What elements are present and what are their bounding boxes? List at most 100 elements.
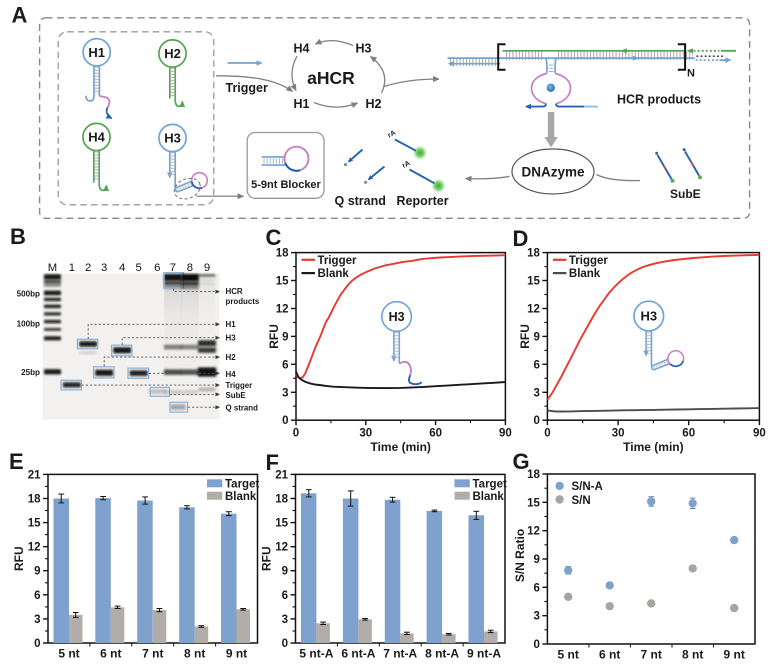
svg-text:Blank: Blank (225, 491, 257, 503)
svg-text:9: 9 (282, 566, 288, 578)
svg-text:60: 60 (682, 428, 695, 440)
svg-text:F: F (266, 450, 279, 475)
svg-text:3: 3 (533, 611, 539, 623)
svg-text:H3: H3 (164, 131, 181, 146)
svg-text:3: 3 (533, 387, 539, 399)
svg-text:25bp: 25bp (21, 368, 40, 377)
svg-text:0: 0 (533, 639, 539, 651)
svg-text:2: 2 (85, 262, 91, 274)
svg-text:H4: H4 (294, 42, 310, 56)
svg-text:H2: H2 (226, 353, 237, 362)
svg-text:Trigger: Trigger (318, 255, 358, 267)
svg-text:5: 5 (136, 262, 142, 274)
svg-text:3: 3 (282, 614, 288, 626)
svg-text:90: 90 (753, 428, 766, 440)
svg-text:7 nt: 7 nt (641, 648, 662, 662)
svg-text:C: C (266, 225, 282, 250)
svg-text:B: B (10, 224, 26, 249)
svg-text:60: 60 (429, 428, 442, 440)
svg-text:9: 9 (282, 331, 288, 343)
svg-text:0: 0 (533, 415, 539, 427)
svg-text:6 nt: 6 nt (599, 648, 620, 662)
svg-text:18: 18 (275, 494, 288, 506)
svg-text:12: 12 (527, 304, 540, 316)
svg-text:G: G (513, 449, 530, 474)
svg-text:SubE: SubE (226, 391, 246, 400)
svg-text:18: 18 (527, 248, 540, 260)
svg-text:5 nt: 5 nt (58, 647, 79, 661)
svg-text:0: 0 (282, 638, 288, 650)
svg-text:H1: H1 (88, 45, 105, 60)
svg-text:5-9nt Blocker: 5-9nt Blocker (251, 179, 321, 191)
svg-text:H4: H4 (88, 130, 105, 145)
svg-text:Reporter: Reporter (397, 194, 449, 208)
svg-text:RFU: RFU (260, 546, 274, 571)
svg-text:100bp: 100bp (17, 320, 40, 329)
svg-text:H3: H3 (356, 42, 372, 56)
svg-text:3: 3 (282, 387, 288, 399)
svg-text:S/N-A: S/N-A (572, 481, 603, 493)
svg-text:5 nt-A: 5 nt-A (299, 647, 333, 661)
svg-text:15: 15 (275, 518, 288, 530)
svg-text:products: products (226, 297, 260, 306)
svg-text:7 nt: 7 nt (142, 647, 163, 661)
svg-text:9: 9 (34, 566, 40, 578)
svg-text:9 nt-A: 9 nt-A (467, 647, 501, 661)
svg-text:Time (min): Time (min) (623, 440, 683, 454)
svg-text:5 nt: 5 nt (558, 648, 579, 662)
svg-text:S/N Ratio: S/N Ratio (513, 529, 527, 582)
svg-text:Q strand: Q strand (226, 403, 259, 412)
svg-text:21: 21 (275, 469, 288, 481)
svg-text:E: E (9, 449, 24, 474)
svg-text:7: 7 (170, 262, 176, 274)
svg-text:Blank: Blank (318, 268, 350, 280)
svg-text:8 nt: 8 nt (682, 648, 703, 662)
svg-text:500bp: 500bp (17, 289, 40, 298)
svg-text:H3: H3 (226, 334, 237, 343)
svg-text:12: 12 (527, 526, 540, 538)
svg-text:18: 18 (276, 248, 289, 260)
svg-text:6: 6 (154, 262, 160, 274)
svg-text:12: 12 (275, 542, 288, 554)
svg-text:12: 12 (276, 304, 289, 316)
svg-text:H4: H4 (226, 370, 237, 379)
svg-text:3: 3 (34, 614, 40, 626)
svg-text:1: 1 (69, 262, 75, 274)
svg-text:aHCR: aHCR (307, 68, 355, 88)
svg-text:H2: H2 (366, 97, 382, 111)
svg-text:30: 30 (612, 428, 625, 440)
svg-text:Trigger: Trigger (226, 381, 253, 390)
svg-text:RFU: RFU (267, 324, 281, 349)
svg-text:RFU: RFU (12, 546, 26, 571)
svg-text:0: 0 (544, 428, 550, 440)
svg-text:6: 6 (533, 582, 539, 594)
svg-text:A: A (12, 2, 28, 27)
svg-text:9: 9 (533, 554, 539, 566)
svg-text:9: 9 (204, 262, 210, 274)
svg-text:S/N: S/N (572, 495, 591, 507)
svg-text:21: 21 (28, 469, 41, 481)
svg-text:H1: H1 (294, 97, 310, 111)
svg-text:6: 6 (34, 590, 40, 602)
svg-text:90: 90 (499, 428, 512, 440)
svg-text:0: 0 (293, 428, 299, 440)
svg-text:15: 15 (276, 276, 289, 288)
svg-text:15: 15 (28, 518, 41, 530)
svg-text:HCR: HCR (226, 287, 243, 296)
svg-text:DNAzyme: DNAzyme (521, 165, 585, 180)
svg-text:6: 6 (282, 590, 288, 602)
svg-text:H2: H2 (164, 46, 181, 61)
svg-text:H3: H3 (640, 309, 657, 324)
svg-text:rA: rA (401, 160, 411, 170)
svg-text:4: 4 (119, 262, 125, 274)
svg-text:D: D (513, 226, 529, 251)
svg-text:rA: rA (387, 130, 397, 140)
svg-text:N: N (687, 68, 695, 80)
svg-text:8 nt: 8 nt (184, 647, 205, 661)
svg-text:Time (min): Time (min) (370, 440, 430, 454)
svg-text:18: 18 (28, 494, 41, 506)
svg-text:8 nt-A: 8 nt-A (425, 647, 459, 661)
svg-text:M: M (48, 262, 57, 274)
svg-text:H1: H1 (226, 320, 237, 329)
svg-text:H3: H3 (389, 310, 405, 324)
